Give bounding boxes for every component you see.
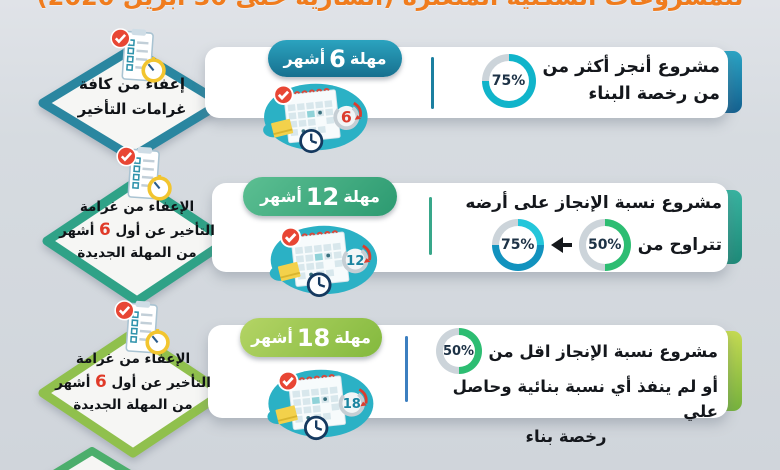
calendar-badge-number: 12	[346, 254, 365, 269]
diamond-exemption-6-months-fine-label: الإعفاء من غرامة التأخير عن أول 6 أشهر م…	[59, 199, 215, 261]
card-divider	[431, 57, 434, 109]
calendar-badge-number: 18	[343, 397, 361, 412]
diamond-exemption-6-months-fine	[38, 328, 228, 458]
calendar-deadline-icon: 12	[269, 225, 378, 298]
checklist-stopwatch-icon	[114, 300, 170, 355]
checklist-stopwatch-icon	[110, 28, 166, 83]
deadline-badge-6-months: مهلة 6 أشهر	[268, 40, 402, 77]
diamond-exemption-6-months-fine-label: الإعفاء من غرامة التأخير عن أول 6 أشهر م…	[55, 351, 211, 413]
checklist-stopwatch-icon	[116, 146, 172, 201]
card-divider	[405, 336, 408, 402]
progress-donut-50: 50%	[578, 219, 631, 271]
progress-donut-75: 75%	[481, 54, 536, 108]
page-title: للمشروعات السكنية المتعثرة (السارية حتى …	[0, 0, 780, 11]
arrow-left-icon	[550, 237, 572, 253]
calendar-deadline-icon: 6	[263, 83, 368, 154]
deadline-badge-12-months: مهلة 12 أشهر	[243, 177, 397, 216]
deadline-badge-18-months: مهلة 18 أشهر	[240, 318, 382, 357]
calendar-badge-number: 6	[341, 108, 352, 127]
progress-donut-75: 75%	[491, 219, 544, 271]
calendar-deadline-icon: 18	[267, 369, 374, 441]
card-divider	[429, 197, 432, 255]
rule-text-18-months: مشروع نسبة الإنجاز اقل من 50% أو لم ينفذ…	[414, 328, 718, 449]
diamond-partial-fourth	[53, 447, 131, 470]
progress-donut-50: 50%	[435, 328, 482, 374]
rule-text-6-months: مشروع أنجز أكثر من من رخصة البناء 75%	[442, 54, 720, 108]
rule-text-12-months: مشروع نسبة الإنجاز على أرضه تتراوح من 50…	[442, 190, 722, 271]
